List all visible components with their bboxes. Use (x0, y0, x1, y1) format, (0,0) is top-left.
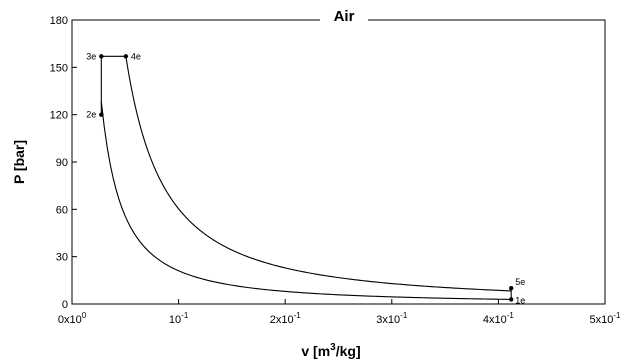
state-label-1e: 1e (515, 295, 525, 305)
y-tick-label: 150 (50, 62, 68, 74)
y-tick-label: 0 (62, 299, 68, 311)
state-points: 1e 2e 3e 4e 5e (86, 51, 525, 305)
chart-title: Air (334, 8, 355, 25)
y-tick-label: 90 (56, 157, 68, 169)
state-point-3e (99, 54, 104, 59)
cycle-curves (100, 55, 512, 300)
x-axis-title: v [m3/kg] (301, 342, 360, 359)
x-tick-label: 5x10-1 (590, 311, 622, 326)
state-point-4e (123, 54, 129, 59)
y-tick-label: 180 (50, 15, 68, 27)
state-point-5e (508, 286, 514, 291)
x-tick-label: 2x10-1 (270, 311, 302, 326)
x-tick-label: 3x10-1 (376, 311, 408, 326)
state-label-4e: 4e (131, 51, 141, 61)
y-tick-label: 120 (50, 110, 68, 122)
process-4e-5e (125, 56, 512, 292)
y-tick-label: 60 (56, 204, 68, 216)
chart-title-background (320, 8, 368, 24)
y-axis-ticks: 0 30 60 90 120 150 180 (50, 15, 77, 311)
state-point-1e (508, 297, 514, 302)
x-axis-ticks: 0x100 10-1 2x10-1 3x10-1 4x10-1 5x10-1 (58, 299, 621, 326)
state-label-2e: 2e (86, 110, 96, 120)
x-tick-label: 0x100 (58, 311, 87, 326)
y-axis-title: P [bar] (11, 140, 27, 184)
state-label-3e: 3e (86, 51, 96, 61)
y-tick-label: 30 (56, 252, 68, 264)
state-point-2e (99, 112, 104, 117)
state-label-5e: 5e (515, 277, 525, 287)
process-1e-2e (100, 101, 512, 300)
x-tick-label: 10-1 (169, 311, 189, 326)
x-tick-label: 4x10-1 (483, 311, 515, 326)
